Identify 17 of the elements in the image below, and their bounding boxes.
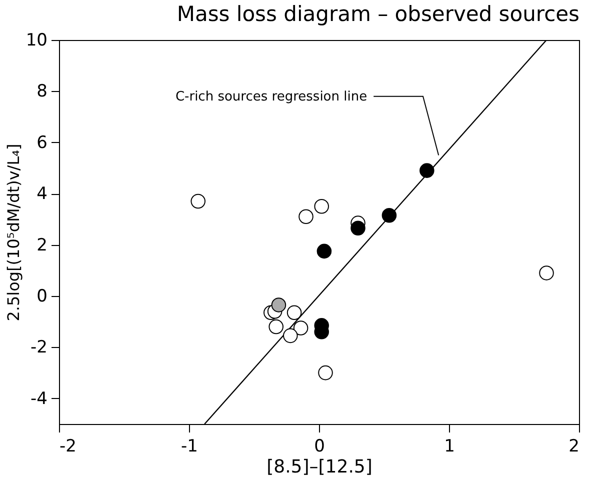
y-axis-title: 2.5log[(10⁵dM/dt)v/L₄] (4, 144, 23, 322)
y-tick-label: 2 (36, 235, 48, 256)
y-tick-label: -2 (30, 338, 48, 358)
y-tick-label: 4 (36, 184, 48, 204)
y-tick-label: -4 (30, 388, 48, 409)
y-tick-label: 8 (36, 82, 48, 102)
annotation: C-rich sources regression line (175, 89, 368, 104)
x-tick-label: 1 (444, 436, 455, 456)
y-tick-label: 0 (36, 286, 48, 306)
chart-title: Mass loss diagram – observed sources (176, 2, 580, 26)
y-tick-label: 10 (26, 30, 48, 50)
x-tick-label: -2 (60, 436, 76, 456)
x-axis-title: [8.5]–[12.5] (266, 456, 372, 478)
y-tick-label: 6 (36, 132, 48, 153)
x-tick-label: -1 (181, 436, 198, 456)
x-tick-label: 2 (568, 436, 580, 456)
x-tick-label: 0 (314, 436, 325, 456)
